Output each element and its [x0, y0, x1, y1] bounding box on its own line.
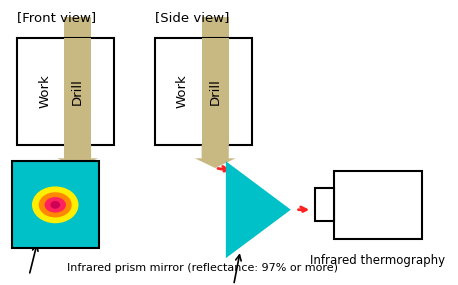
Ellipse shape	[50, 201, 60, 209]
Text: [Side view]: [Side view]	[155, 11, 229, 24]
Text: Work: Work	[38, 75, 51, 108]
Bar	[202, 38, 229, 145]
Bar	[11, 161, 99, 249]
Bar	[202, 17, 229, 38]
Bar	[334, 171, 422, 239]
FancyArrow shape	[57, 145, 98, 168]
Bar	[155, 38, 252, 145]
Text: Drill: Drill	[209, 78, 222, 105]
Ellipse shape	[44, 197, 66, 213]
Bar	[64, 17, 91, 38]
Text: [Front view]: [Front view]	[17, 11, 97, 24]
Text: Infrared prism mirror (reflectance: 97% or more): Infrared prism mirror (reflectance: 97% …	[67, 263, 338, 273]
Ellipse shape	[39, 192, 72, 217]
Text: Work: Work	[176, 75, 189, 108]
Bar	[315, 188, 334, 221]
Text: Infrared thermography: Infrared thermography	[311, 254, 446, 267]
Text: Drill: Drill	[71, 78, 84, 105]
Bar	[64, 38, 91, 145]
Bar	[17, 38, 114, 145]
Ellipse shape	[22, 179, 89, 231]
Ellipse shape	[32, 186, 78, 223]
FancyArrow shape	[195, 145, 235, 168]
Polygon shape	[226, 161, 291, 258]
